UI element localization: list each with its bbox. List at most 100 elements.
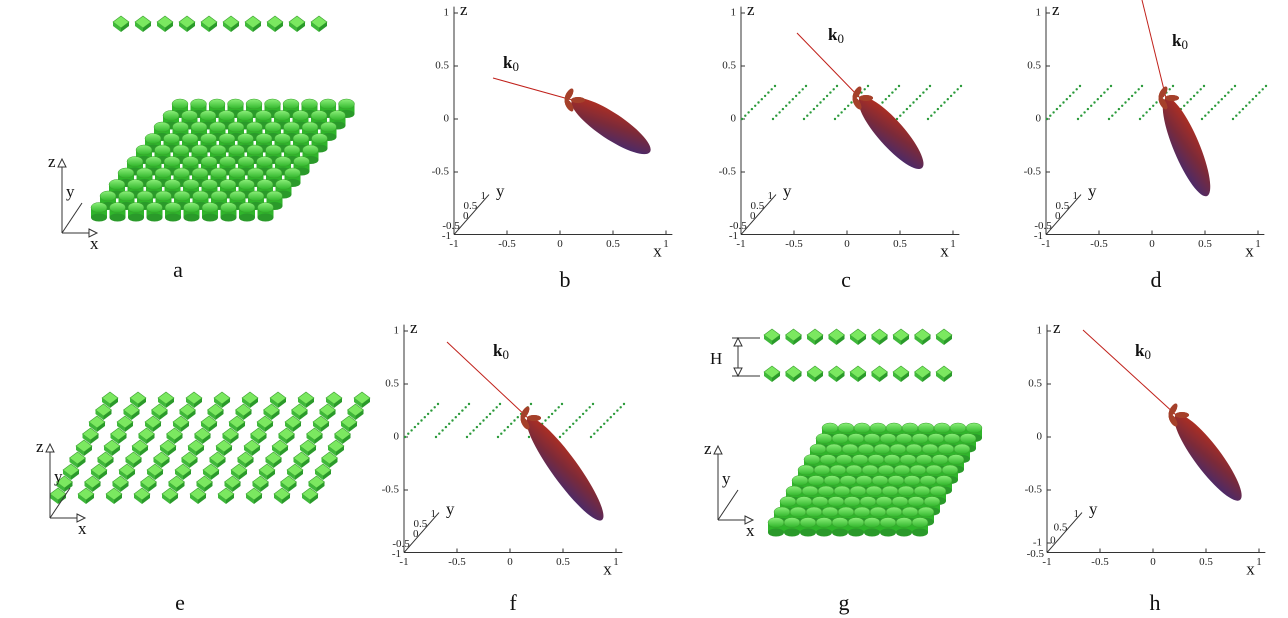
label: 0.5: [556, 556, 570, 568]
cylinder: [128, 203, 144, 213]
dot: [562, 433, 564, 435]
cylinder: [127, 157, 143, 167]
dot: [1169, 88, 1171, 90]
cylinder: [854, 507, 870, 517]
cylinder: [184, 214, 200, 222]
dot: [929, 85, 931, 87]
dot: [1108, 118, 1110, 120]
cylinder: [858, 444, 874, 454]
dot: [806, 115, 808, 117]
cylinder: [248, 168, 264, 178]
beam: [493, 78, 572, 100]
dot: [744, 115, 746, 117]
dot: [803, 118, 805, 120]
cylinder: [818, 486, 834, 496]
dot: [867, 85, 869, 87]
dot: [472, 429, 474, 431]
label: y: [783, 181, 792, 200]
cylinder: [826, 444, 842, 454]
cylinder: [165, 203, 181, 213]
dot: [623, 403, 625, 405]
cylinder: [944, 434, 960, 444]
beam-subscript: 0: [837, 31, 844, 46]
label: 1: [431, 508, 437, 520]
dot: [785, 105, 787, 107]
label: -0.5: [432, 166, 450, 178]
cylinder: [850, 486, 866, 496]
dot: [1087, 108, 1089, 110]
dot: [927, 118, 929, 120]
cylinder: [902, 507, 918, 517]
label: -1: [1034, 230, 1043, 242]
cylinder: [164, 157, 180, 167]
dot: [922, 91, 924, 93]
cylinder: [220, 157, 236, 167]
cylinder: [824, 476, 840, 486]
dot: [435, 436, 437, 438]
cylinder: [163, 111, 179, 121]
dot: [1207, 111, 1209, 113]
dot: [1245, 105, 1247, 107]
cylinder: [246, 99, 262, 109]
arrow: [58, 159, 66, 167]
dot: [1103, 91, 1105, 93]
cylinder: [191, 99, 207, 109]
cylinder: [918, 507, 934, 517]
dot: [1190, 98, 1192, 100]
dot: [458, 413, 460, 415]
cylinder: [912, 518, 928, 528]
dot: [1183, 105, 1185, 107]
beam: [1142, 0, 1166, 98]
cylinder: [238, 157, 254, 167]
dot: [455, 416, 457, 418]
cylinder: [834, 486, 850, 496]
dot: [476, 426, 478, 428]
cylinder: [960, 434, 976, 444]
cylinder: [848, 529, 864, 537]
cylinder: [210, 145, 226, 155]
cylinder: [182, 134, 198, 144]
dot: [404, 436, 406, 438]
cylinder: [267, 191, 283, 201]
dot: [1238, 111, 1240, 113]
cylinder: [303, 145, 319, 155]
dot: [496, 406, 498, 408]
dot: [1200, 88, 1202, 90]
beam-subscript: 0: [502, 347, 509, 362]
beam-label: k0: [1135, 341, 1151, 362]
dot: [1224, 95, 1226, 97]
dot: [885, 98, 887, 100]
cylinder: [320, 99, 336, 109]
dot: [559, 436, 561, 438]
label: -0.5: [1091, 556, 1109, 568]
cylinder: [924, 497, 940, 507]
cylinder: [864, 434, 880, 444]
dot: [461, 409, 463, 411]
cylinder: [229, 145, 245, 155]
label: 0.5: [1027, 60, 1041, 72]
dot: [1090, 105, 1092, 107]
cylinder: [908, 497, 924, 507]
cylinder: [786, 486, 802, 496]
label: 0: [413, 528, 419, 540]
cylinder: [800, 518, 816, 528]
label: 0: [1149, 238, 1155, 250]
cylinder: [228, 122, 244, 132]
dot: [906, 108, 908, 110]
dot: [1255, 95, 1257, 97]
cylinder: [816, 518, 832, 528]
cylinder: [330, 111, 346, 121]
cylinder: [219, 134, 235, 144]
dot: [813, 108, 815, 110]
label: z: [1053, 318, 1061, 337]
label: c: [841, 267, 851, 292]
label: 0: [444, 113, 450, 125]
dot: [930, 115, 932, 117]
cylinder: [221, 214, 237, 222]
cylinder: [312, 134, 328, 144]
dot: [1107, 88, 1109, 90]
dot: [590, 436, 592, 438]
dot: [592, 403, 594, 405]
dot: [420, 419, 422, 421]
dot: [912, 101, 914, 103]
